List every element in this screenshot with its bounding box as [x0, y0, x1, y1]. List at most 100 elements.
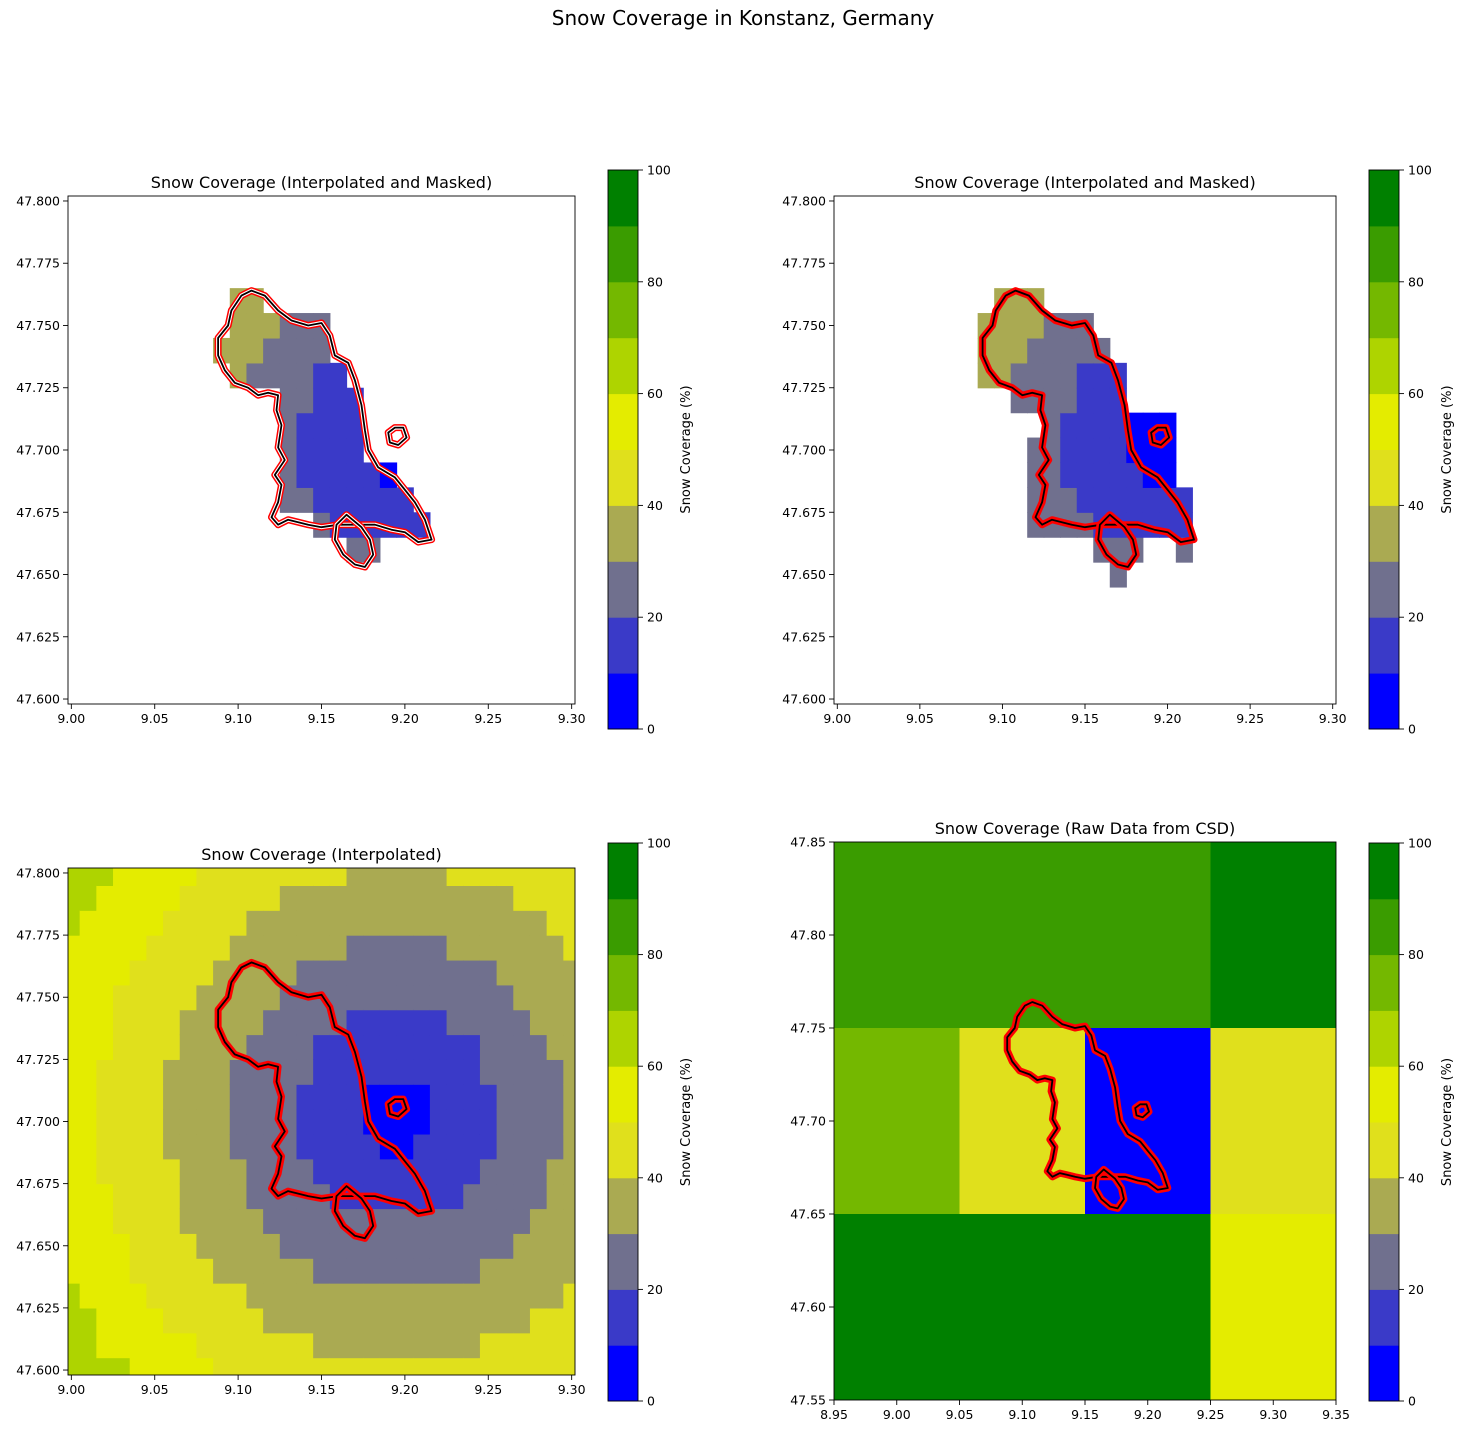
heatmap-cell — [529, 1208, 548, 1234]
heatmap-cell — [68, 1109, 81, 1135]
heatmap-cell — [363, 1034, 381, 1060]
heatmap-cell — [513, 1357, 531, 1375]
heatmap-cell — [546, 1183, 564, 1210]
heatmap-cell — [96, 885, 114, 911]
heatmap-cell — [313, 1332, 331, 1359]
y-tick-label: 47.775 — [16, 256, 60, 271]
heatmap-cell — [546, 1034, 564, 1060]
heatmap-cell — [179, 1233, 198, 1259]
heatmap-cell — [546, 1233, 564, 1259]
heatmap-cell — [279, 1233, 298, 1259]
heatmap-cell — [196, 1208, 214, 1234]
colorbar-swatch — [1369, 393, 1399, 450]
heatmap-cell — [513, 984, 531, 1011]
colorbar-tick-label: 0 — [1408, 1394, 1416, 1409]
heatmap-cell — [296, 1233, 314, 1259]
heatmap-cell — [129, 1034, 147, 1060]
heatmap-cell — [396, 868, 414, 886]
heatmap-cell — [479, 1084, 498, 1110]
y-tick-label: 47.775 — [16, 928, 60, 943]
heatmap-cell — [363, 910, 381, 936]
heatmap-cell — [563, 1258, 575, 1284]
heatmap-cell — [213, 885, 231, 911]
y-tick-label: 47.650 — [16, 1238, 60, 1253]
heatmap-cell — [196, 1233, 214, 1259]
heatmap-cell — [329, 984, 348, 1011]
heatmap-cell — [496, 910, 514, 936]
heatmap-cell — [229, 868, 248, 886]
heatmap-cell — [79, 959, 97, 986]
heatmap-cell-7 — [834, 1214, 1211, 1400]
heatmap-cell — [146, 1059, 164, 1085]
heatmap-cell — [1109, 462, 1127, 488]
heatmap-cell — [246, 1208, 264, 1234]
heatmap-cell — [263, 984, 281, 1011]
colorbar-tick-label: 100 — [647, 163, 671, 178]
heatmap-cell — [496, 984, 514, 1011]
heatmap-cell — [163, 1133, 181, 1160]
heatmap-cell — [313, 462, 331, 488]
colorbar-swatch — [608, 617, 638, 674]
heatmap-cell — [329, 910, 348, 936]
heatmap-cell — [496, 868, 514, 886]
heatmap-cell — [1027, 337, 1045, 364]
heatmap-cell — [263, 910, 281, 936]
heatmap-cell — [429, 1357, 448, 1375]
heatmap-cell — [546, 1158, 564, 1185]
x-tick-label: 9.30 — [1319, 711, 1347, 726]
heatmap-cell — [496, 1307, 514, 1334]
heatmap-cell — [346, 1133, 364, 1160]
heatmap-cell — [1093, 387, 1111, 414]
colorbar-tick-label: 0 — [647, 1394, 655, 1409]
heatmap-cell — [113, 1059, 131, 1085]
heatmap-cell — [313, 1059, 331, 1085]
heatmap-cell — [546, 1109, 564, 1135]
heatmap-cell — [313, 1307, 331, 1334]
heatmap-cell — [68, 1158, 81, 1185]
heatmap-cell — [279, 868, 298, 886]
plot-area — [213, 287, 436, 571]
heatmap-cell — [313, 337, 331, 364]
heatmap-cell — [546, 868, 564, 886]
heatmap-cell — [146, 1357, 164, 1375]
heatmap-cell — [68, 1084, 81, 1110]
x-tick-label: 9.15 — [1071, 711, 1099, 726]
heatmap-cell — [429, 1283, 448, 1309]
y-tick-label: 47.675 — [782, 505, 826, 520]
heatmap-cell — [379, 868, 398, 886]
y-tick-label: 47.60 — [790, 1300, 826, 1315]
x-tick-label: 9.25 — [474, 1382, 502, 1397]
colorbar-tick-label: 60 — [647, 1059, 663, 1074]
heatmap-cell — [313, 437, 331, 464]
heatmap-cell — [279, 1283, 298, 1309]
x-tick-label: 9.20 — [1134, 1407, 1162, 1422]
heatmap-cell — [496, 1109, 514, 1135]
heatmap-cell — [429, 1208, 448, 1234]
y-tick-label: 47.700 — [782, 443, 826, 458]
heatmap-cell — [379, 487, 398, 513]
heatmap-cell — [496, 1183, 514, 1210]
y-tick-label: 47.65 — [790, 1207, 826, 1222]
boundary-black-mainau — [1134, 1103, 1150, 1119]
x-tick-label: 9.30 — [558, 711, 586, 726]
heatmap-cell — [363, 1009, 381, 1036]
heatmap-cell — [213, 1059, 231, 1085]
heatmap-cell — [113, 1258, 131, 1284]
heatmap-cell — [279, 462, 298, 488]
plot-area — [68, 868, 575, 1375]
colorbar-frame — [607, 169, 639, 730]
colorbar-swatch — [608, 505, 638, 562]
x-tick-label: 9.15 — [308, 711, 336, 726]
heatmap-cell — [79, 868, 97, 886]
heatmap-cell — [296, 487, 314, 513]
heatmap-cell — [463, 1158, 481, 1185]
heatmap-cell — [263, 362, 281, 389]
heatmap-cell — [513, 1109, 531, 1135]
colorbar-swatch — [608, 449, 638, 506]
heatmap-cell — [279, 487, 298, 513]
plot-area — [977, 287, 1198, 588]
heatmap-cell — [529, 1158, 548, 1185]
colorbar-swatch — [608, 561, 638, 618]
heatmap-cell — [396, 1034, 414, 1060]
heatmap-cell — [96, 1133, 114, 1160]
